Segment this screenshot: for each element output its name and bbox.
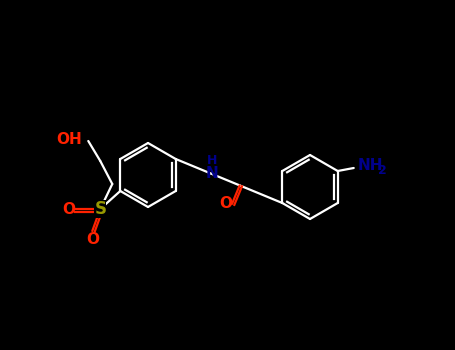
Text: O: O bbox=[62, 202, 75, 217]
Text: NH: NH bbox=[358, 159, 383, 174]
Text: H: H bbox=[207, 154, 217, 167]
Text: S: S bbox=[94, 200, 106, 218]
Text: O: O bbox=[86, 231, 99, 246]
Text: 2: 2 bbox=[378, 163, 386, 176]
Text: OH: OH bbox=[56, 132, 82, 147]
Text: O: O bbox=[219, 196, 233, 211]
Text: N: N bbox=[206, 166, 218, 181]
